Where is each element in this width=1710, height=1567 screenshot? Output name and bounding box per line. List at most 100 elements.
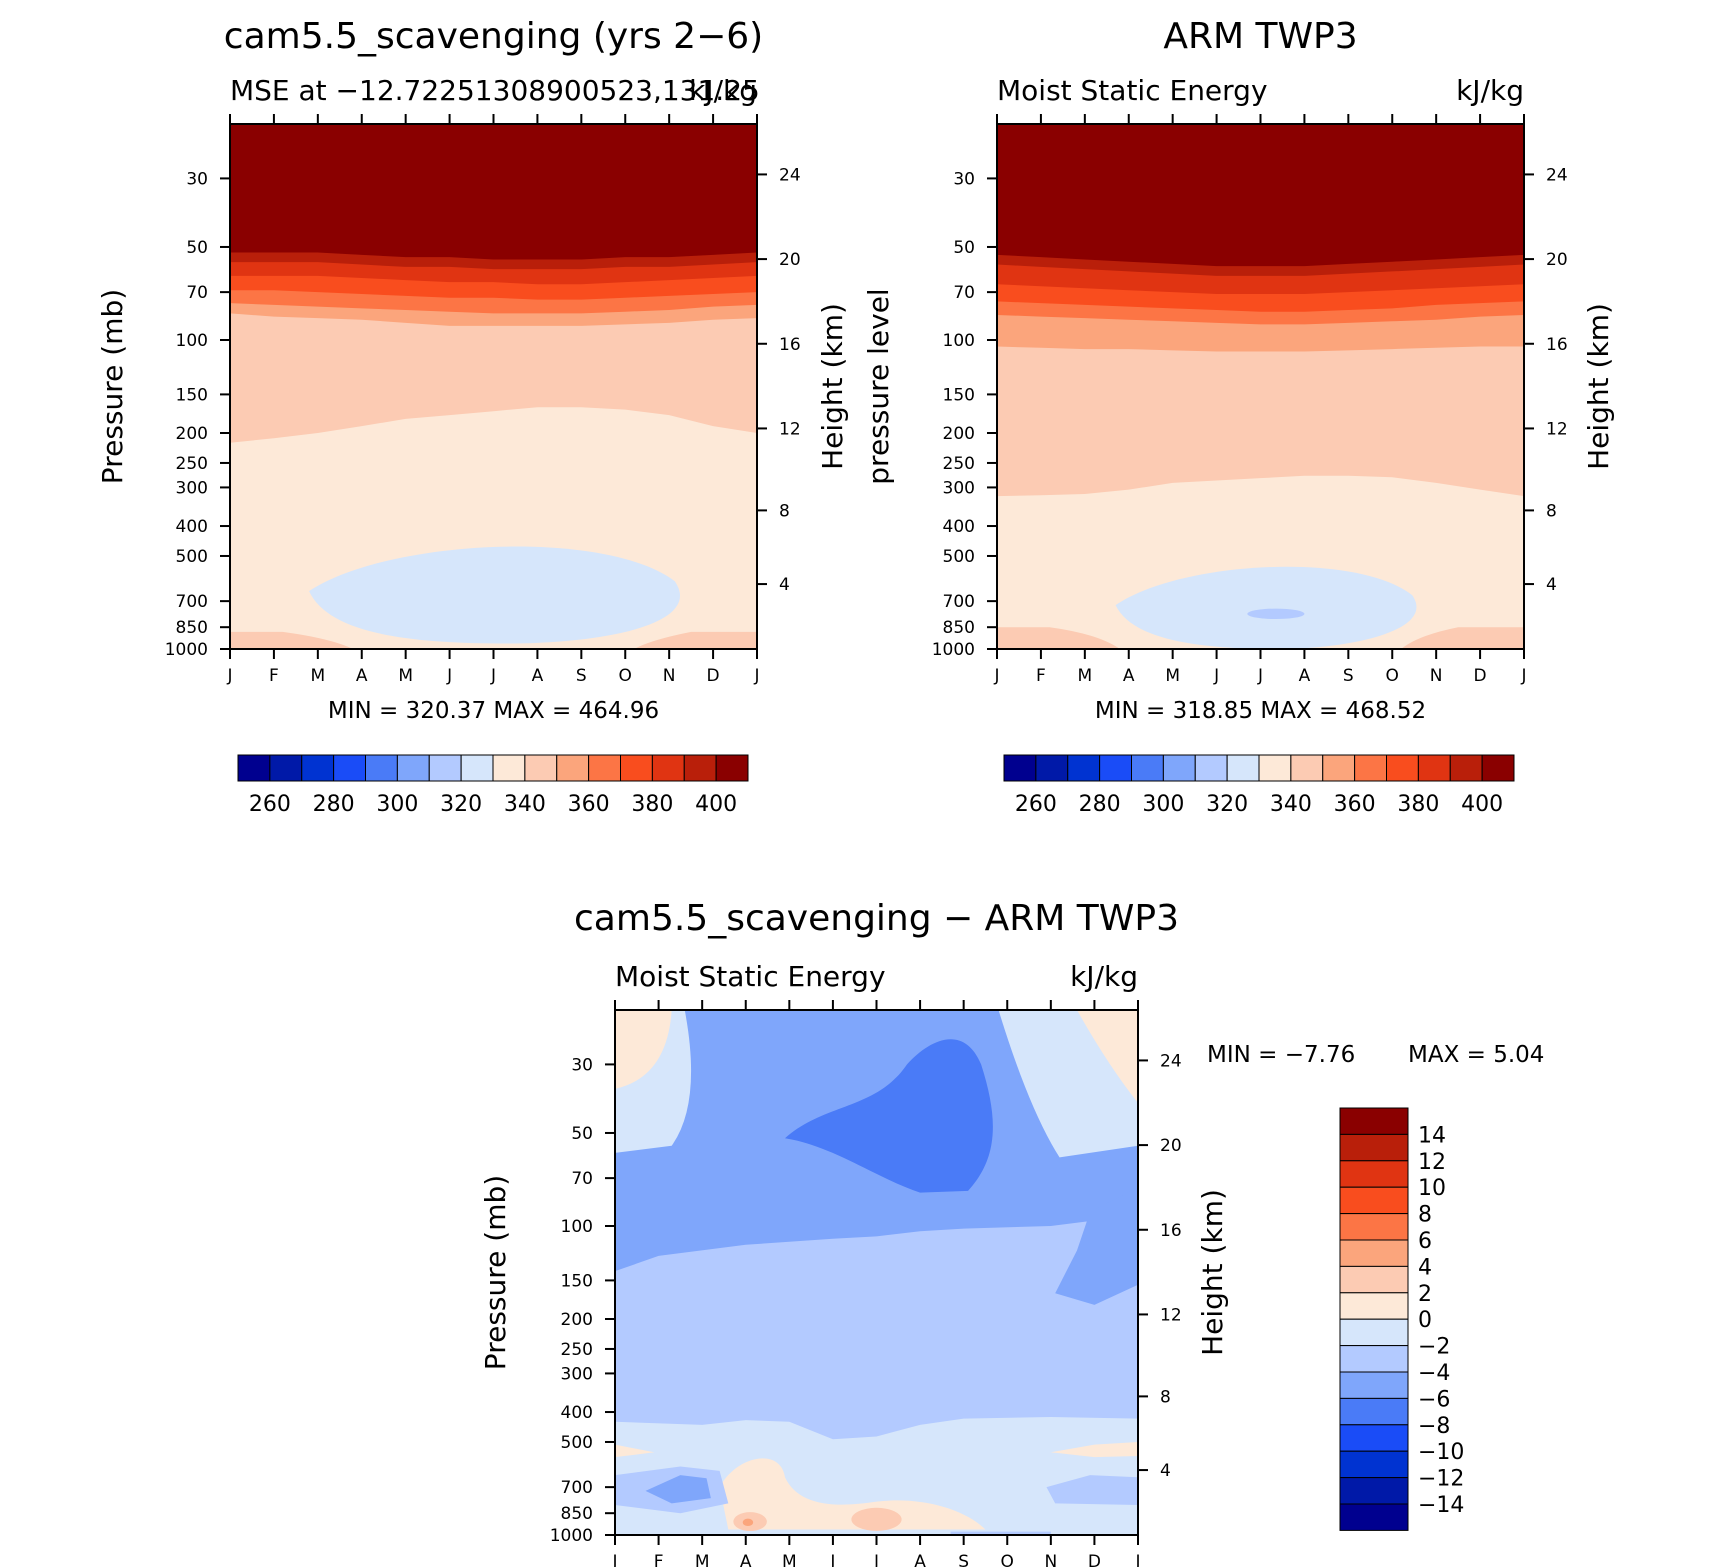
- colorbar-label: −10: [1418, 1440, 1464, 1465]
- x-tick-label: A: [1123, 666, 1135, 686]
- y-right-axis-label: Height (km): [1196, 1189, 1229, 1356]
- colorbar-swatch: [1339, 1265, 1409, 1294]
- colorbar-swatch: [1339, 1477, 1409, 1505]
- x-tick-label: O: [1001, 1552, 1014, 1567]
- y-tick-label: 400: [943, 517, 975, 537]
- surface-band-right: [1401, 627, 1524, 649]
- colorbar-swatch: [1481, 754, 1515, 782]
- y-tick-label: 300: [176, 478, 208, 498]
- x-tick-label: A: [1299, 666, 1311, 686]
- panel-subtitle-left: Moist Static Energy: [615, 960, 886, 993]
- y-tick-label: 400: [561, 1403, 593, 1423]
- x-tick-label: J: [226, 666, 232, 686]
- pos-patch-right: [1050, 1441, 1138, 1458]
- x-tick-label: D: [707, 666, 720, 686]
- colorbar-swatch: [651, 754, 685, 782]
- panel-model: J F M A M J J A S O N D J 30 50 70 100 150 200 250 300 400 500…: [96, 16, 849, 817]
- x-tick-label: J: [829, 1552, 835, 1567]
- pos2-patch-b: [851, 1507, 902, 1531]
- colorbar-swatch: [365, 754, 398, 782]
- y-right-tick-label: 24: [779, 165, 801, 185]
- y-tick-label: 200: [943, 424, 975, 444]
- colorbar-swatch: [524, 754, 558, 782]
- colorbar-swatch: [1339, 1186, 1409, 1215]
- colorbar-swatch: [492, 754, 526, 782]
- x-tick-label: A: [914, 1552, 926, 1567]
- colorbar-swatch: [428, 754, 462, 782]
- x-tick-label: J: [611, 1552, 617, 1567]
- colorbar-label: 0: [1418, 1308, 1432, 1333]
- y-right-tick-label: 20: [1160, 1136, 1182, 1156]
- plot-area: [997, 124, 1524, 649]
- colorbar-swatch: [620, 754, 653, 782]
- y-tick-label: 700: [176, 592, 208, 612]
- contour-band-top: [997, 124, 1524, 267]
- colorbar-swatch: [1290, 754, 1324, 782]
- colorbar-label: 2: [1418, 1282, 1432, 1307]
- panel-title: ARM TWP3: [1163, 16, 1357, 57]
- colorbar-label: 340: [504, 792, 546, 817]
- y-right-tick-label: 20: [779, 250, 801, 270]
- colorbar-swatch: [1339, 1450, 1409, 1479]
- x-tick-label: O: [1386, 666, 1399, 686]
- colorbar-label: −8: [1418, 1414, 1450, 1439]
- colorbar-swatch: [237, 754, 271, 782]
- colorbar-swatch: [1339, 1503, 1409, 1531]
- colorbar-swatch: [1339, 1424, 1409, 1452]
- y-right-tick-label: 12: [1160, 1305, 1182, 1325]
- stats-min-text: MIN = −7.76: [1207, 1042, 1355, 1068]
- colorbar-label: 400: [1461, 792, 1503, 817]
- colorbar-label: 280: [1079, 792, 1121, 817]
- panel-subtitle-left: Moist Static Energy: [997, 74, 1268, 107]
- contour-right-bulge: [1055, 1187, 1138, 1305]
- neg-core-left: [645, 1475, 711, 1504]
- stats-text: MIN = 318.85 MAX = 468.52: [1095, 698, 1426, 724]
- colorbar-label: 12: [1418, 1150, 1446, 1175]
- colorbar-label: 320: [1206, 792, 1248, 817]
- colorbar-label: 10: [1418, 1176, 1446, 1201]
- y-right-tick-label: 8: [1160, 1387, 1171, 1407]
- y-tick-label: 700: [561, 1478, 593, 1498]
- panel-title: cam5.5_scavenging (yrs 2−6): [224, 16, 763, 57]
- stats-max-text: MAX = 5.04: [1408, 1042, 1544, 1068]
- colorbar-label: 360: [568, 792, 610, 817]
- y-tick-label: 700: [943, 592, 975, 612]
- y-tick-label: 30: [186, 169, 208, 189]
- y-tick-label: 30: [953, 169, 975, 189]
- x-tick-label: J: [490, 666, 496, 686]
- y-right-tick-label: 24: [1160, 1051, 1182, 1071]
- y-right-tick-label: 8: [1546, 501, 1557, 521]
- x-tick-label: O: [619, 666, 632, 686]
- y-tick-label: 250: [176, 454, 208, 474]
- x-tick-label: J: [1134, 1552, 1140, 1567]
- colorbar-swatch: [588, 754, 621, 782]
- colorbar-swatch: [1099, 754, 1132, 782]
- y-tick-label: 50: [571, 1124, 593, 1144]
- colorbar-label: 400: [695, 792, 737, 817]
- panel-subtitle-right: kJ/kg: [689, 74, 757, 107]
- colorbar-swatch: [1035, 754, 1069, 782]
- y-tick-label: 500: [561, 1433, 593, 1453]
- x-tick-label: D: [1088, 1552, 1101, 1567]
- y-tick-label: 100: [561, 1217, 593, 1237]
- y-right-tick-label: 12: [1546, 419, 1568, 439]
- colorbar-swatch: [1162, 754, 1196, 782]
- x-tick-label: N: [663, 666, 676, 686]
- y-tick-label: 50: [186, 238, 208, 258]
- colorbar-label: −2: [1418, 1335, 1450, 1360]
- x-tick-label: M: [398, 666, 413, 686]
- y-axis-label: pressure level: [862, 288, 895, 484]
- y-tick-label: 200: [561, 1310, 593, 1330]
- colorbar-swatch: [683, 754, 717, 782]
- panel-diff: J F M A M J J A S O N D J305070100150200250300400500…: [479, 898, 1544, 1567]
- x-tick-label: M: [782, 1552, 797, 1567]
- colorbar-swatch: [1003, 754, 1037, 782]
- y-tick-label: 100: [943, 331, 975, 351]
- y-tick-label: 400: [176, 517, 208, 537]
- colorbar-label: −14: [1418, 1493, 1464, 1518]
- colorbar-swatch: [1194, 754, 1228, 782]
- contour-low-region: [309, 546, 681, 644]
- y-right-tick-label: 24: [1546, 165, 1568, 185]
- y-tick-label: 300: [943, 478, 975, 498]
